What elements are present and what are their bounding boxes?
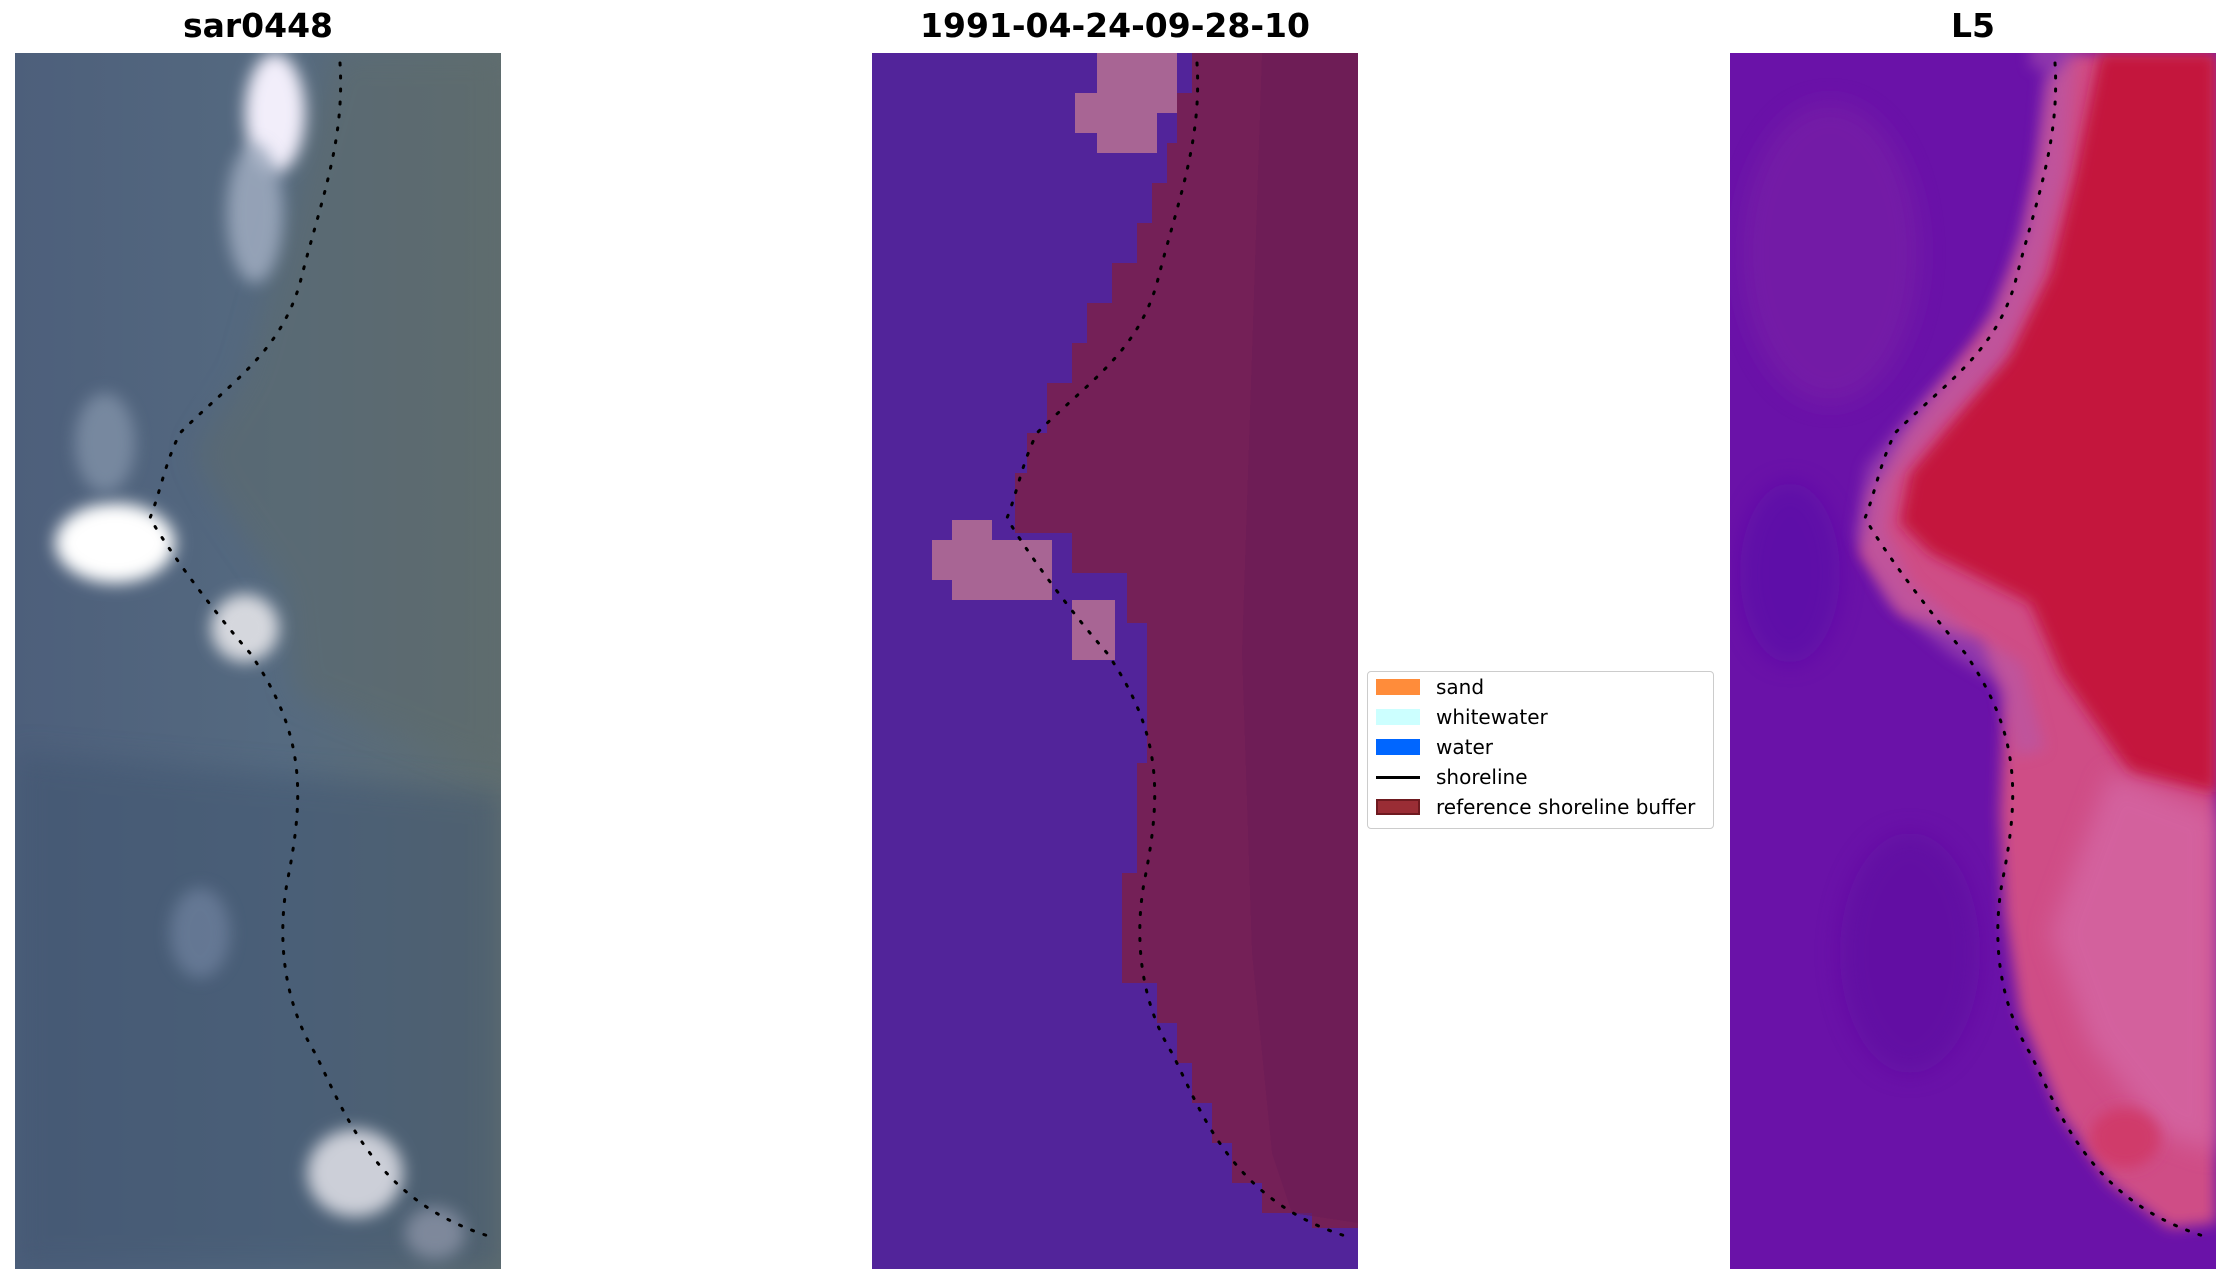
legend-item-whitewater: whitewater xyxy=(1376,705,1548,729)
legend-label-shoreline: shoreline xyxy=(1436,765,1528,789)
legend-label-reference-buffer: reference shoreline buffer xyxy=(1436,795,1696,819)
reference-buffer-swatch xyxy=(1376,799,1420,815)
sand-swatch xyxy=(1376,679,1420,695)
whitewater-swatch xyxy=(1376,709,1420,725)
legend-label-water: water xyxy=(1436,735,1493,759)
legend: sand whitewater water shoreline referenc… xyxy=(1367,671,1714,829)
classified-image-panel xyxy=(872,53,1358,1269)
legend-item-sand: sand xyxy=(1376,675,1484,699)
shoreline-line-icon xyxy=(1376,775,1420,779)
legend-label-whitewater: whitewater xyxy=(1436,705,1548,729)
index-image-panel xyxy=(1730,53,2216,1269)
legend-item-reference-buffer: reference shoreline buffer xyxy=(1376,795,1695,819)
rgb-image-panel xyxy=(15,53,501,1269)
panel-title-rgb: sar0448 xyxy=(182,6,334,45)
panel-title-classified: 1991-04-24-09-28-10 xyxy=(920,6,1310,45)
shoreline-dotted-line xyxy=(148,61,497,1240)
panel-title-index: L5 xyxy=(1951,6,1995,45)
classified-patch-top xyxy=(1075,53,1177,153)
shoreline-dotted-line xyxy=(1005,61,1354,1240)
water-swatch xyxy=(1376,739,1420,755)
classified-patch-middle xyxy=(932,520,1052,600)
classified-patch-small xyxy=(1072,600,1115,660)
legend-item-water: water xyxy=(1376,735,1493,759)
shoreline-dotted-line xyxy=(1863,61,2212,1240)
legend-item-shoreline: shoreline xyxy=(1376,765,1528,789)
legend-label-sand: sand xyxy=(1436,675,1485,699)
